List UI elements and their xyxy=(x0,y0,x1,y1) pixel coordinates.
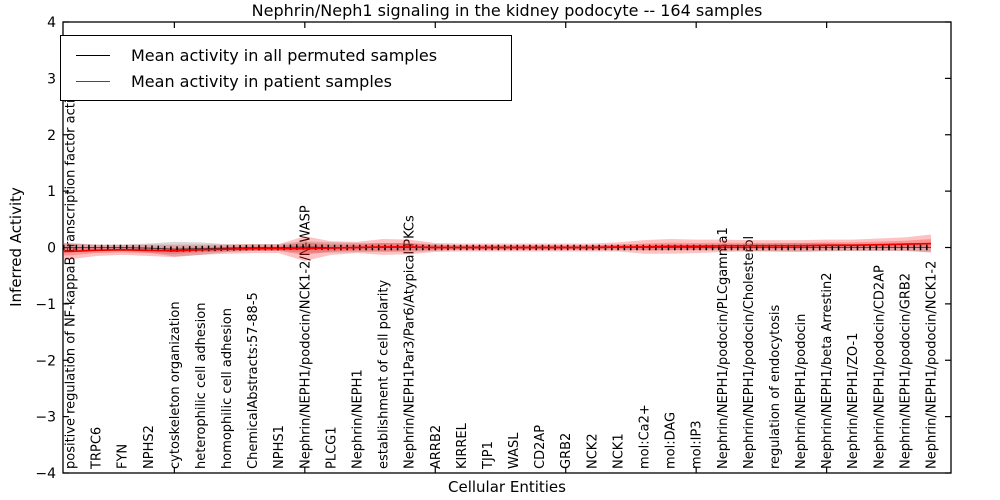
x-category-label: cytoskeleton organization xyxy=(168,301,183,469)
y-tick-label: 2 xyxy=(47,128,56,144)
chart-title: Nephrin/Neph1 signaling in the kidney po… xyxy=(251,1,763,20)
x-category-label: ChemicalAbstracts:57-88-5 xyxy=(246,292,261,469)
x-category-label: Nephrin/NEPH1Par3/Par6/Atypical PKCs xyxy=(403,215,418,469)
x-category-label: TRPC6 xyxy=(90,427,105,470)
legend-line-permuted-icon xyxy=(76,54,110,56)
x-category-label: NPHS2 xyxy=(142,425,157,469)
x-category-label: mol:DAG xyxy=(664,412,679,469)
y-tick-label: 4 xyxy=(47,15,56,31)
y-tick-label: −1 xyxy=(35,297,56,313)
patient-mean-line xyxy=(63,242,932,253)
x-category-label: regulation of endocytosis xyxy=(768,304,783,469)
x-category-label: WASL xyxy=(507,432,522,469)
x-category-label: Nephrin/NEPH1/podocin/CD2AP xyxy=(872,265,887,469)
x-category-label: positive regulation of NF-kappaB transcr… xyxy=(64,75,79,469)
x-category-label: Nephrin/NEPH1/podocin xyxy=(794,314,809,469)
x-category-label: homophilic cell adhesion xyxy=(220,308,235,469)
x-category-label: CD2AP xyxy=(533,425,548,469)
y-tick-label: 1 xyxy=(47,184,56,200)
x-category-label: Nephrin/NEPH1/podocin/PLCgamma1 xyxy=(716,227,731,469)
legend-label-permuted: Mean activity in all permuted samples xyxy=(131,45,438,65)
y-tick-label: −2 xyxy=(35,353,56,369)
x-category-label: Nephrin/NEPH1/podocin/Cholesterol xyxy=(742,236,757,469)
x-category-label: establishment of cell polarity xyxy=(377,280,392,469)
x-category-label: Nephrin/NEPH1 xyxy=(351,369,366,469)
x-category-label: mol:Ca2+ xyxy=(638,404,653,469)
x-axis-label: Cellular Entities xyxy=(448,478,566,496)
x-category-label: GRB2 xyxy=(559,433,574,469)
x-category-label: heterophilic cell adhesion xyxy=(194,303,209,470)
x-category-label: NPHS1 xyxy=(272,425,287,469)
x-category-label: Nephrin/NEPH1/ZO-1 xyxy=(846,333,861,469)
x-category-label: ARRB2 xyxy=(429,425,444,469)
x-category-label: NCK2 xyxy=(585,433,600,469)
x-category-label: Nephrin/NEPH1/podocin/NCK1-2 xyxy=(925,261,940,469)
x-category-label: KIRREL xyxy=(455,422,470,469)
x-category-label: Nephrin/NEPH1/podocin/NCK1-2/N-WASP xyxy=(298,205,313,469)
legend-label-patient: Mean activity in patient samples xyxy=(131,71,392,91)
x-category-label: Nephrin/NEPH1/podocin/GRB2 xyxy=(898,273,913,469)
y-tick-label: −4 xyxy=(35,466,56,482)
x-category-label: TJP1 xyxy=(481,441,496,470)
x-category-label: NCK1 xyxy=(611,433,626,469)
legend-box: Mean activity in all permuted samples Me… xyxy=(60,35,512,101)
legend-line-patient-icon xyxy=(76,80,110,82)
permuted-band xyxy=(63,241,931,257)
legend-item-patient: Mean activity in patient samples xyxy=(61,68,511,94)
x-category-label: mol:IP3 xyxy=(690,420,705,469)
y-tick-label: 0 xyxy=(47,241,56,257)
legend-item-permuted: Mean activity in all permuted samples xyxy=(61,42,511,68)
x-category-label: Nephrin/NEPH1/beta Arrestin2 xyxy=(820,273,835,470)
y-tick-label: −3 xyxy=(35,410,56,426)
x-category-label: FYN xyxy=(116,444,131,469)
y-tick-label: 3 xyxy=(47,71,56,87)
y-axis-label: Inferred Activity xyxy=(7,187,25,307)
x-category-label: PLCG1 xyxy=(324,426,339,469)
